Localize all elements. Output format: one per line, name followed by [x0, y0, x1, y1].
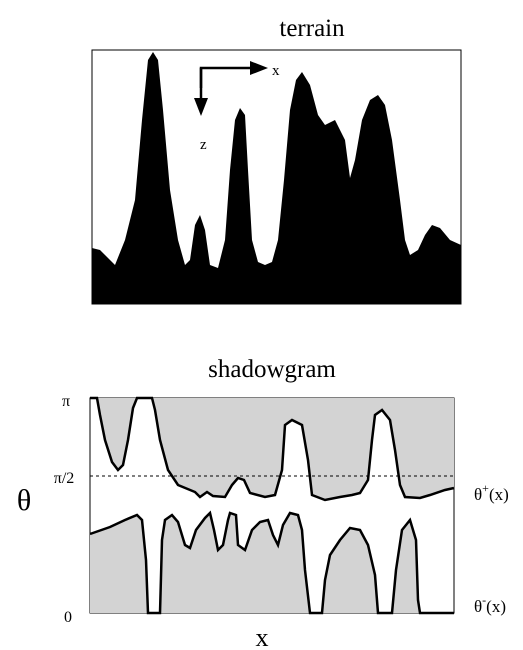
arrow-head-x: [250, 61, 268, 75]
axis-x-label: x: [272, 63, 280, 79]
axis-z-label: z: [200, 137, 207, 153]
x-axis-label: x: [256, 623, 269, 650]
y-label-zero: 0: [64, 609, 72, 626]
terrain-shape: [92, 52, 461, 304]
label-sup: -: [482, 593, 486, 607]
label-base: θ: [474, 597, 482, 616]
y-axis-label: θ: [17, 484, 31, 517]
upper-curve-label: θ+(x): [474, 481, 509, 504]
lower-curve: [89, 510, 454, 615]
arrow-head-z: [194, 98, 208, 116]
upper-curve: [90, 396, 455, 502]
label-base: θ: [474, 485, 482, 504]
shadowgram-title: shadowgram: [208, 356, 336, 383]
lower-curve-label: θ-(x): [474, 593, 506, 616]
label-sup: +: [482, 481, 489, 495]
upper-shadow-fill: [90, 398, 454, 500]
label-arg: (x): [486, 597, 506, 616]
y-label-pi: π: [62, 393, 70, 410]
y-label-half-pi: π/2: [54, 470, 75, 487]
axis-arrows: [199, 66, 252, 100]
label-arg: (x): [489, 485, 509, 504]
terrain-title: terrain: [279, 15, 345, 42]
